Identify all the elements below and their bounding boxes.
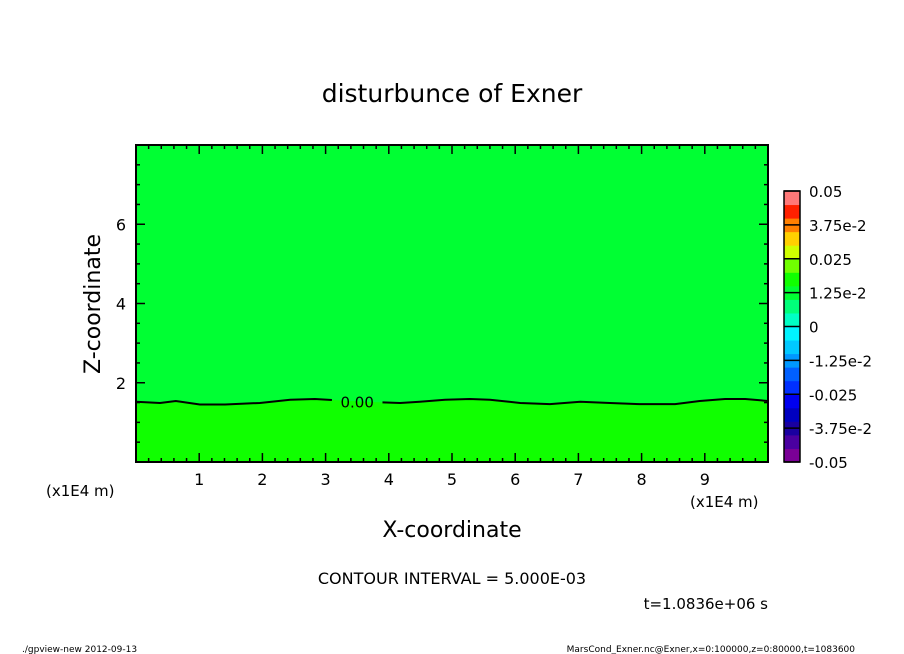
colorbar-band [784,394,800,409]
colorbar: -0.05 -3.75e-2 -0.025 -1.25e-2 0 1.25e-2 0.025… [783,183,872,472]
fill-region-below [136,398,768,462]
colorbar-tick-label: -1.25e-2 [809,352,872,370]
colorbar-band [784,312,800,327]
y-tick-label: 4 [116,295,126,314]
colorbar-tick-label: 0.025 [809,251,852,269]
colorbar-band [784,434,800,449]
x-tick-label: 8 [637,470,647,489]
colorbar-band [784,191,800,206]
colorbar-band [784,204,800,219]
y-tick-label: 6 [116,215,126,234]
chart-title: disturbunce of Exner [322,79,583,108]
colorbar-tick-label: -0.05 [809,454,848,472]
colorbar-band [784,272,800,287]
colorbar-tick-label: 0.05 [809,183,842,201]
colorbar-tick-label: -0.025 [809,386,857,404]
footer-left: ./gpview-new 2012-09-13 [22,645,137,654]
x-tick-labels: 1 2 3 4 5 6 7 8 9 [194,470,710,489]
y-axis-label: Z-coordinate [81,234,106,374]
y-tick-labels: 2 4 6 [116,215,126,393]
colorbar-tick-label: 3.75e-2 [809,217,867,235]
x-tick-label: 1 [194,470,204,489]
x-tick-label: 4 [384,470,394,489]
colorbar-tick-label: 0 [809,319,819,337]
x-tick-label: 5 [447,470,457,489]
x-unit-label-right: (x1E4 m) [690,493,759,511]
x-tick-label: 2 [257,470,267,489]
colorbar-band [784,340,800,355]
y-tick-label: 2 [116,374,126,393]
contour-label: 0.00 [340,393,373,411]
colorbar-tick-label: 1.25e-2 [809,285,867,303]
colorbar-band [784,326,800,341]
colorbar-band [784,258,800,273]
footer-right: MarsCond_Exner.nc@Exner,x=0:100000,z=0:8… [567,645,856,654]
colorbar-band [784,299,800,314]
colorbar-band [784,245,800,260]
contour-line [382,397,769,406]
x-tick-label: 3 [321,470,331,489]
colorbar-band [784,367,800,382]
colorbar-tick-label: -3.75e-2 [809,420,872,438]
time-label: t=1.0836e+06 s [644,595,769,613]
x-unit-label-left: (x1E4 m) [46,482,115,500]
colorbar-band [784,380,800,395]
contour-line [135,397,332,406]
plot-area: 0.00 [135,144,769,463]
colorbar-band [784,448,800,463]
colorbar-band [784,407,800,422]
colorbar-band [784,231,800,246]
x-tick-label: 7 [573,470,583,489]
x-tick-label: 9 [700,470,710,489]
contour-interval-label: CONTOUR INTERVAL = 5.000E-03 [318,569,586,588]
x-axis-label: X-coordinate [382,518,521,543]
x-tick-label: 6 [510,470,520,489]
